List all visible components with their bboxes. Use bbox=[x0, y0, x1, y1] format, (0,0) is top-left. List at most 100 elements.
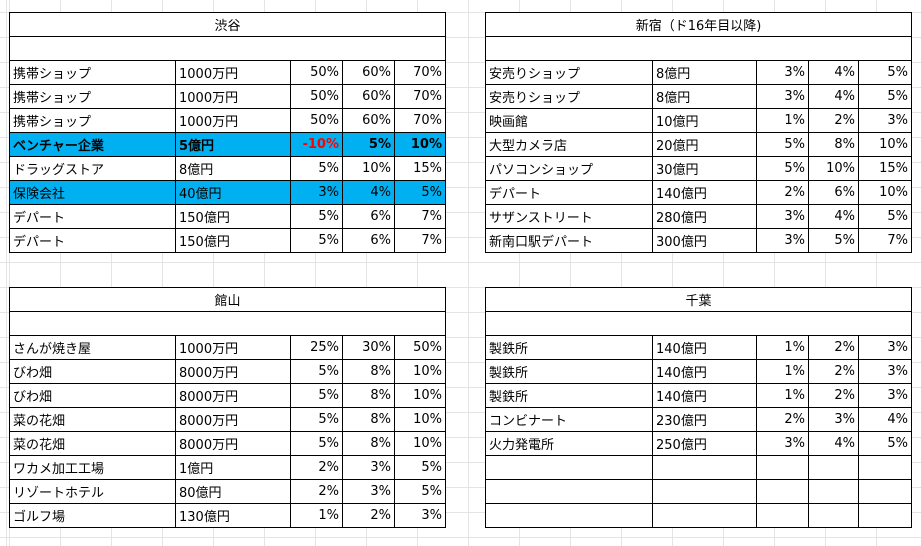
table-row[interactable]: ゴルフ場 130億円 1% 2% 3% bbox=[9, 503, 446, 528]
cell-rate-1[interactable]: 5% bbox=[290, 431, 343, 456]
cell-rate-1[interactable]: 1% bbox=[756, 383, 809, 408]
cell-amount[interactable]: 1000万円 bbox=[175, 335, 291, 360]
cell-rate-2[interactable]: 4% bbox=[808, 84, 859, 109]
cell-rate-3[interactable]: 5% bbox=[394, 180, 446, 205]
table-row[interactable]: さんが焼き屋 1000万円 25% 30% 50% bbox=[9, 335, 446, 360]
cell-rate-2[interactable]: 8% bbox=[808, 132, 859, 157]
cell-rate-3[interactable]: 10% bbox=[394, 132, 446, 157]
cell-amount[interactable]: 1000万円 bbox=[175, 60, 291, 85]
table-row-highlighted[interactable]: 保険会社 40億円 3% 4% 5% bbox=[9, 180, 446, 205]
cell-rate-1[interactable]: 1% bbox=[756, 335, 809, 360]
cell-rate-1[interactable]: 50% bbox=[290, 84, 343, 109]
table-row[interactable]: リゾートホテル 80億円 2% 3% 5% bbox=[9, 479, 446, 504]
cell-rate-1[interactable]: 3% bbox=[290, 180, 343, 205]
cell-name[interactable]: 菜の花畑 bbox=[9, 431, 176, 456]
cell-amount[interactable]: 10億円 bbox=[652, 108, 757, 133]
cell-rate-2[interactable]: 2% bbox=[808, 383, 859, 408]
table-row[interactable]: ワカメ加工工場 1億円 2% 3% 5% bbox=[9, 455, 446, 480]
cell-name[interactable]: 映画館 bbox=[485, 108, 653, 133]
cell-amount[interactable]: 8億円 bbox=[175, 156, 291, 181]
table-row[interactable]: 火力発電所 250億円 3% 4% 5% bbox=[485, 431, 912, 456]
cell-rate-2[interactable] bbox=[808, 479, 859, 504]
cell-rate-2[interactable]: 60% bbox=[342, 60, 395, 85]
cell-rate-1[interactable]: 2% bbox=[756, 407, 809, 432]
cell-rate-3[interactable]: 5% bbox=[394, 479, 446, 504]
cell-name[interactable]: 火力発電所 bbox=[485, 431, 653, 456]
cell-name[interactable]: 製鉄所 bbox=[485, 383, 653, 408]
table-row[interactable]: 製鉄所 140億円 1% 2% 3% bbox=[485, 335, 912, 360]
cell-rate-1[interactable]: 3% bbox=[756, 60, 809, 85]
cell-rate-3[interactable] bbox=[858, 503, 912, 528]
cell-amount[interactable]: 150億円 bbox=[175, 228, 291, 253]
cell-name[interactable]: さんが焼き屋 bbox=[9, 335, 176, 360]
cell-rate-3[interactable]: 7% bbox=[394, 204, 446, 229]
cell-name[interactable]: 携帯ショップ bbox=[9, 60, 176, 85]
cell-rate-1[interactable] bbox=[756, 503, 809, 528]
table-row[interactable]: 大型カメラ店 20億円 5% 8% 10% bbox=[485, 132, 912, 157]
cell-rate-2[interactable]: 3% bbox=[808, 407, 859, 432]
cell-name[interactable]: 携帯ショップ bbox=[9, 108, 176, 133]
table-title[interactable]: 館山 bbox=[9, 287, 446, 312]
table-title[interactable]: 渋谷 bbox=[9, 12, 446, 37]
cell-amount[interactable]: 8億円 bbox=[652, 84, 757, 109]
table-row[interactable]: デパート 150億円 5% 6% 7% bbox=[9, 204, 446, 229]
cell-rate-2[interactable]: 8% bbox=[342, 359, 395, 384]
cell-rate-3[interactable]: 10% bbox=[858, 132, 912, 157]
cell-rate-3[interactable]: 10% bbox=[394, 407, 446, 432]
cell-name[interactable]: びわ畑 bbox=[9, 359, 176, 384]
cell-rate-2[interactable]: 2% bbox=[342, 503, 395, 528]
table-row[interactable]: 携帯ショップ 1000万円 50% 60% 70% bbox=[9, 84, 446, 109]
table-row-highlighted[interactable]: ベンチャー企業 5億円 -10% 5% 10% bbox=[9, 132, 446, 157]
cell-rate-2[interactable]: 6% bbox=[342, 228, 395, 253]
cell-amount[interactable] bbox=[652, 503, 757, 528]
cell-amount[interactable]: 280億円 bbox=[652, 204, 757, 229]
cell-rate-2[interactable]: 8% bbox=[342, 383, 395, 408]
cell-rate-2[interactable]: 2% bbox=[808, 108, 859, 133]
table-row[interactable]: 菜の花畑 8000万円 5% 8% 10% bbox=[9, 407, 446, 432]
cell-rate-3[interactable]: 3% bbox=[394, 503, 446, 528]
cell-amount[interactable]: 250億円 bbox=[652, 431, 757, 456]
cell-rate-2[interactable]: 60% bbox=[342, 84, 395, 109]
cell-rate-2[interactable]: 10% bbox=[808, 156, 859, 181]
cell-amount[interactable]: 140億円 bbox=[652, 335, 757, 360]
table-title[interactable]: 千葉 bbox=[485, 287, 912, 312]
cell-rate-3[interactable] bbox=[858, 479, 912, 504]
cell-rate-2[interactable] bbox=[808, 455, 859, 480]
table-row[interactable]: ドラッグストア 8億円 5% 10% 15% bbox=[9, 156, 446, 181]
table-row[interactable]: 安売りショップ 8億円 3% 4% 5% bbox=[485, 84, 912, 109]
cell-amount[interactable]: 5億円 bbox=[175, 132, 291, 157]
cell-rate-3[interactable]: 10% bbox=[394, 359, 446, 384]
cell-name[interactable]: 保険会社 bbox=[9, 180, 176, 205]
cell-rate-1[interactable]: 25% bbox=[290, 335, 343, 360]
cell-name[interactable] bbox=[485, 455, 653, 480]
cell-rate-2[interactable]: 8% bbox=[342, 407, 395, 432]
cell-amount[interactable]: 300億円 bbox=[652, 228, 757, 253]
cell-rate-1[interactable]: 3% bbox=[756, 84, 809, 109]
cell-rate-1[interactable]: 1% bbox=[290, 503, 343, 528]
cell-amount[interactable]: 230億円 bbox=[652, 407, 757, 432]
cell-rate-1[interactable]: -10% bbox=[290, 132, 343, 157]
cell-rate-2[interactable]: 2% bbox=[808, 359, 859, 384]
cell-rate-3[interactable]: 3% bbox=[858, 383, 912, 408]
cell-rate-3[interactable]: 10% bbox=[858, 180, 912, 205]
cell-rate-3[interactable]: 15% bbox=[858, 156, 912, 181]
empty-row[interactable] bbox=[485, 311, 912, 336]
cell-amount[interactable]: 8億円 bbox=[652, 60, 757, 85]
cell-name[interactable]: リゾートホテル bbox=[9, 479, 176, 504]
cell-rate-2[interactable]: 5% bbox=[808, 228, 859, 253]
cell-rate-1[interactable]: 5% bbox=[290, 204, 343, 229]
cell-rate-3[interactable]: 10% bbox=[394, 431, 446, 456]
cell-rate-3[interactable]: 70% bbox=[394, 108, 446, 133]
cell-rate-2[interactable]: 6% bbox=[808, 180, 859, 205]
cell-name[interactable]: コンビナート bbox=[485, 407, 653, 432]
cell-amount[interactable]: 1億円 bbox=[175, 455, 291, 480]
cell-rate-1[interactable]: 3% bbox=[756, 228, 809, 253]
cell-rate-1[interactable]: 2% bbox=[756, 180, 809, 205]
cell-rate-1[interactable]: 3% bbox=[756, 431, 809, 456]
cell-rate-3[interactable]: 5% bbox=[858, 84, 912, 109]
table-row[interactable]: コンビナート 230億円 2% 3% 4% bbox=[485, 407, 912, 432]
cell-rate-2[interactable]: 6% bbox=[342, 204, 395, 229]
cell-rate-3[interactable]: 3% bbox=[858, 359, 912, 384]
cell-rate-3[interactable]: 50% bbox=[394, 335, 446, 360]
cell-amount[interactable]: 8000万円 bbox=[175, 431, 291, 456]
